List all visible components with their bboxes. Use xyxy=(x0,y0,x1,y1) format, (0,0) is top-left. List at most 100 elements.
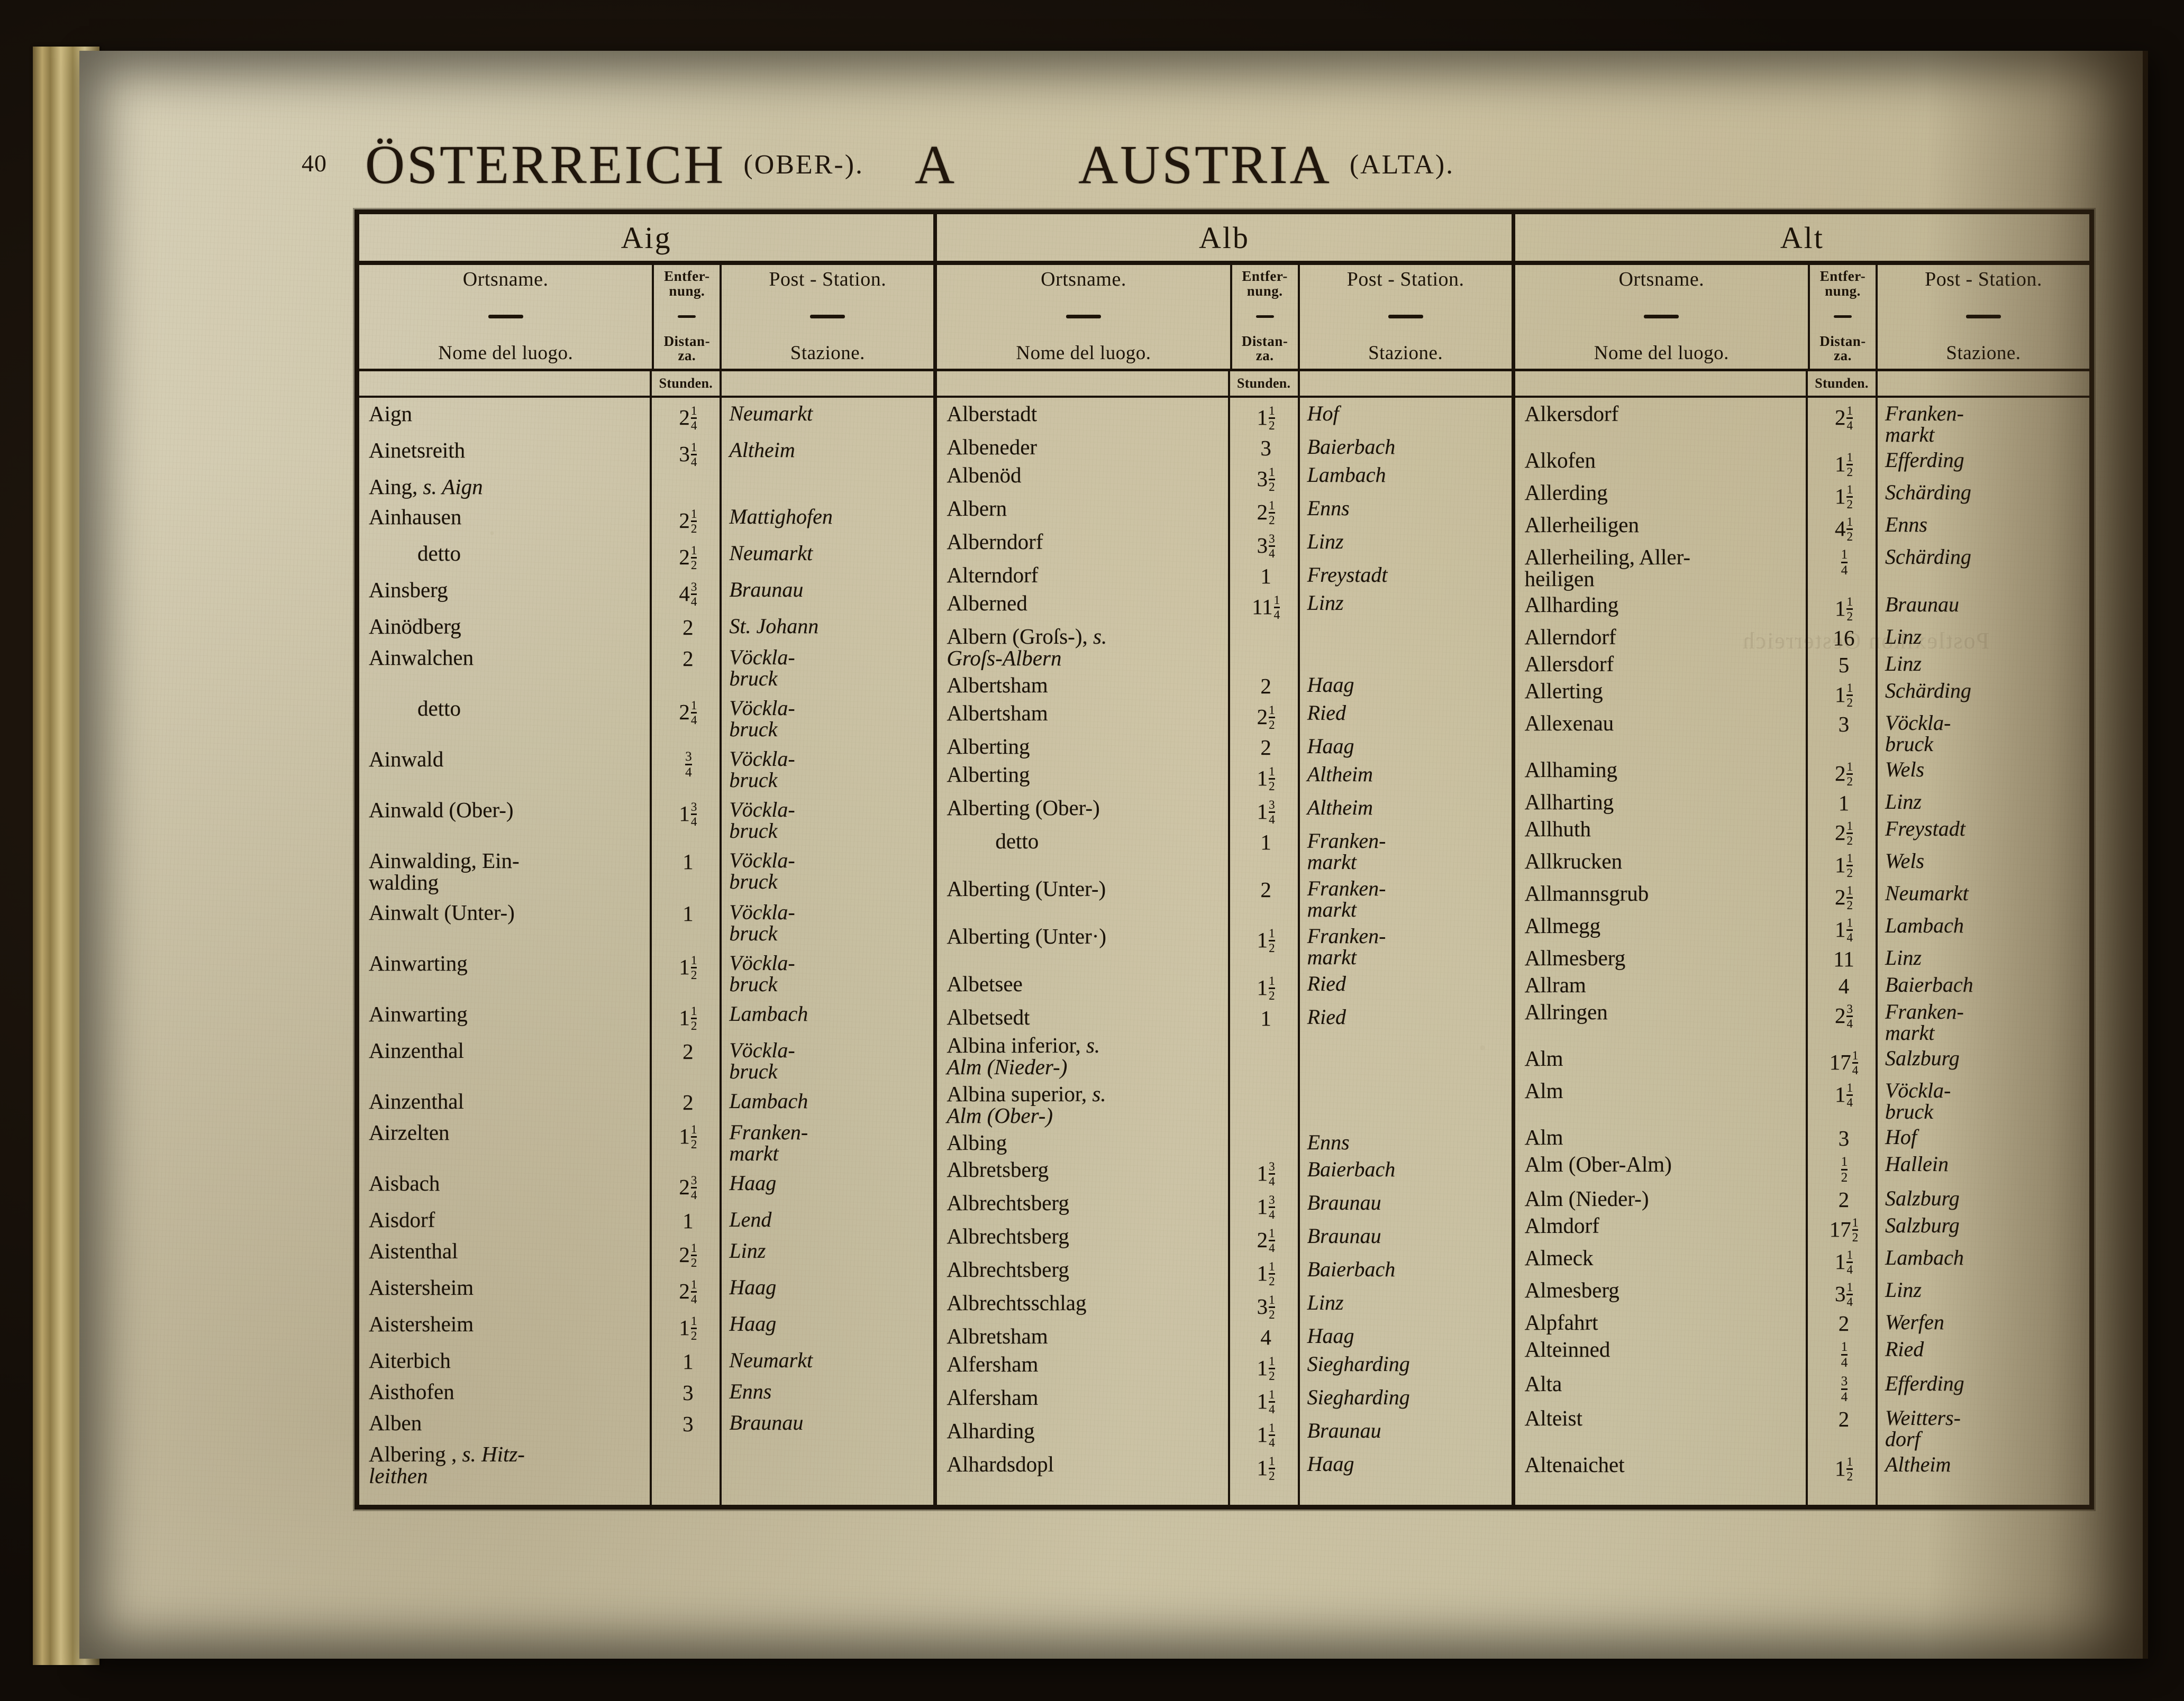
table-row[interactable]: Airzelten 1 1 2 Franken-markt xyxy=(359,1122,933,1164)
table-row[interactable]: Alberting (Unter·) 1 1 2 Franken-markt xyxy=(937,926,1511,968)
table-row[interactable]: Alberting 2 Haag xyxy=(937,736,1511,758)
table-row[interactable]: Allerheiligen 4 1 2 Enns xyxy=(1515,514,2089,543)
distance-value: 4 xyxy=(1260,1325,1271,1349)
post-station-cell: Franken-markt xyxy=(1885,401,1964,446)
table-row[interactable]: Albern 2 1 2 Enns xyxy=(937,498,1511,527)
table-row[interactable]: Alkofen 1 1 2 Efferding xyxy=(1515,450,2089,479)
table-row[interactable]: Allerndorf 16 Linz xyxy=(1515,626,2089,649)
table-row[interactable]: Alberned 11 1 4 Linz xyxy=(937,592,1511,621)
table-row[interactable]: Albertsham 2 Haag xyxy=(937,674,1511,697)
table-row[interactable]: Alfersham 1 1 4 Siegharding xyxy=(937,1387,1511,1416)
table-row[interactable]: Ainwalt (Unter-) 1 Vöckla-bruck xyxy=(359,902,933,944)
place-name-cell: Allerting xyxy=(1524,679,1603,703)
post-station-cell: Franken-markt xyxy=(1307,876,1386,921)
table-row[interactable]: Allexenau 3 Vöckla-bruck xyxy=(1515,712,2089,755)
table-row[interactable]: Alberting 1 1 2 Altheim xyxy=(937,764,1511,793)
table-row[interactable]: Allhuth 2 1 2 Freystadt xyxy=(1515,818,2089,847)
table-row[interactable]: Alhardsdopl 1 1 2 Haag xyxy=(937,1453,1511,1483)
table-row[interactable]: Aisthofen 3 Enns xyxy=(359,1381,933,1404)
table-row[interactable]: Albrechtsberg 1 3 4 Braunau xyxy=(937,1192,1511,1221)
place-name-cell: Altenaichet xyxy=(1524,1452,1625,1477)
table-row[interactable]: Alberting (Unter-) 2 Franken-markt xyxy=(937,878,1511,920)
table-row[interactable]: Alteist 2 Weitters-dorf xyxy=(1515,1407,2089,1450)
place-name-cell: Alberting (Unter·) xyxy=(947,924,1107,948)
table-row[interactable]: Albretsham 4 Haag xyxy=(937,1325,1511,1348)
table-row[interactable]: Ainhausen 2 1 2 Mattighofen xyxy=(359,506,933,535)
table-row[interactable]: Aing, s. Aign xyxy=(359,476,933,498)
table-row[interactable]: Ainwalchen 2 Vöckla-bruck xyxy=(359,647,933,689)
table-row[interactable]: Alterndorf 1 Freystadt xyxy=(937,564,1511,587)
table-row[interactable]: Aiterbich 1 Neumarkt xyxy=(359,1350,933,1373)
table-row[interactable]: Allram 4 Baierbach xyxy=(1515,974,2089,997)
table-row[interactable]: Aign 2 1 4 Neumarkt xyxy=(359,403,933,432)
table-row[interactable]: Albetsee 1 1 2 Ried xyxy=(937,973,1511,1002)
table-row[interactable]: Albenöd 3 1 2 Lambach xyxy=(937,464,1511,493)
table-row[interactable]: Alkersdorf 2 1 4 Franken-markt xyxy=(1515,403,2089,445)
table-row[interactable]: detto 2 1 4 Vöckla-bruck xyxy=(359,698,933,740)
table-row[interactable]: Alm (Ober-Alm) 1 2 Hallein xyxy=(1515,1154,2089,1185)
table-row[interactable]: Allmannsgrub 2 1 2 Neumarkt xyxy=(1515,883,2089,912)
table-row[interactable]: Ainwalding, Ein- walding 1 Vöckla-bruck xyxy=(359,850,933,893)
table-row[interactable]: Allharting 1 Linz xyxy=(1515,791,2089,814)
table-row[interactable]: Albina inferior, s. Alm (Nieder-) xyxy=(937,1035,1511,1078)
table-row[interactable]: Allerheiling, Aller- heiligen 1 4 Schärding xyxy=(1515,546,2089,590)
table-row[interactable]: Allharding 1 1 2 Braunau xyxy=(1515,594,2089,623)
table-row[interactable]: Ainwarting 1 1 2 Lambach xyxy=(359,1003,933,1032)
table-row[interactable]: Alteinned 1 4 Ried xyxy=(1515,1339,2089,1370)
table-row[interactable]: Aistersheim 1 1 2 Haag xyxy=(359,1313,933,1342)
table-row[interactable]: Aistenthal 2 1 2 Linz xyxy=(359,1240,933,1269)
table-row[interactable]: Albertsham 2 1 2 Ried xyxy=(937,702,1511,731)
table-row[interactable]: Albing Enns xyxy=(937,1132,1511,1154)
post-station-cell: Baierbach xyxy=(1307,435,1396,459)
table-row[interactable]: Alm 1 1 4 Vöckla-bruck xyxy=(1515,1080,2089,1122)
table-row[interactable]: Ainetsreith 3 1 4 Altheim xyxy=(359,440,933,469)
table-row[interactable]: Alm (Nieder-) 2 Salzburg xyxy=(1515,1188,2089,1211)
table-row[interactable]: Alm 3 Hof xyxy=(1515,1127,2089,1149)
table-row[interactable]: Alfersham 1 1 2 Siegharding xyxy=(937,1354,1511,1383)
table-row[interactable]: Almdorf 17 1 2 Salzburg xyxy=(1515,1215,2089,1244)
table-row[interactable]: Alm 17 1 4 Salzburg xyxy=(1515,1048,2089,1077)
table-row[interactable]: Alberndorf 3 3 4 Linz xyxy=(937,531,1511,560)
table-row[interactable]: Ainsberg 4 3 4 Braunau xyxy=(359,579,933,608)
table-row[interactable]: Albrechtsschlag 3 1 2 Linz xyxy=(937,1292,1511,1321)
table-row[interactable]: Alberting (Ober-) 1 3 4 Altheim xyxy=(937,797,1511,826)
table-row[interactable]: Almesberg 3 1 4 Linz xyxy=(1515,1279,2089,1309)
table-row[interactable]: Aisbach 2 3 4 Haag xyxy=(359,1173,933,1202)
table-row[interactable]: Almeck 1 1 4 Lambach xyxy=(1515,1247,2089,1276)
table-row[interactable]: Alharding 1 1 4 Braunau xyxy=(937,1420,1511,1449)
table-row[interactable]: Aistersheim 2 1 4 Haag xyxy=(359,1277,933,1306)
table-row[interactable]: Allmesberg 11 Linz xyxy=(1515,947,2089,970)
table-row[interactable]: Aisdorf 1 Lend xyxy=(359,1209,933,1232)
table-row[interactable]: Ainödberg 2 St. Johann xyxy=(359,616,933,638)
table-row[interactable]: Alta 3 4 Efferding xyxy=(1515,1373,2089,1404)
table-row[interactable]: Albetsedt 1 Ried xyxy=(937,1007,1511,1029)
table-row[interactable]: Allringen 2 3 4 Franken-markt xyxy=(1515,1001,2089,1044)
table-row[interactable]: Ainzenthal 2 Lambach xyxy=(359,1091,933,1113)
table-row[interactable]: Allhaming 2 1 2 Wels xyxy=(1515,759,2089,788)
table-row[interactable]: Ainzenthal 2 Vöckla-bruck xyxy=(359,1040,933,1082)
table-row[interactable]: Alpfahrt 2 Werfen xyxy=(1515,1312,2089,1334)
table-row[interactable]: Altenaichet 1 1 2 Altheim xyxy=(1515,1452,2089,1483)
table-row[interactable]: Albrechtsberg 2 1 4 Braunau xyxy=(937,1226,1511,1255)
table-row[interactable]: Ainwald (Ober-) 1 3 4 Vöckla-bruck xyxy=(359,799,933,842)
table-row[interactable]: Allersdorf 5 Linz xyxy=(1515,653,2089,676)
table-row[interactable]: Albretsberg 1 3 4 Baierbach xyxy=(937,1159,1511,1188)
table-row[interactable]: Albeneder 3 Baierbach xyxy=(937,436,1511,459)
table-row[interactable]: Albering , s. Hitz- leithen xyxy=(359,1443,933,1487)
table-row[interactable]: Allerting 1 1 2 Schärding xyxy=(1515,679,2089,709)
table-row[interactable]: Alberstadt 1 1 2 Hof xyxy=(937,403,1511,432)
table-row[interactable]: Allmegg 1 1 4 Lambach xyxy=(1515,915,2089,944)
table-row[interactable]: Allerding 1 1 2 Schärding xyxy=(1515,482,2089,511)
table-row[interactable]: Ainwald 3 4 Vöckla-bruck xyxy=(359,748,933,791)
table-row[interactable]: detto 2 1 2 Neumarkt xyxy=(359,543,933,572)
table-row[interactable]: Alben 3 Braunau xyxy=(359,1412,933,1435)
table-row[interactable]: detto 1 Franken-markt xyxy=(937,830,1511,873)
table-row[interactable]: Albern (Groſs-), s. Groſs-Albern xyxy=(937,626,1511,669)
table-row[interactable]: Allkrucken 1 1 2 Wels xyxy=(1515,850,2089,880)
table-row[interactable]: Ainwarting 1 1 2 Vöckla-bruck xyxy=(359,953,933,995)
table-row[interactable]: Albrechtsberg 1 1 2 Baierbach xyxy=(937,1259,1511,1288)
table-row[interactable]: Albina superior, s. Alm (Ober-) xyxy=(937,1083,1511,1127)
